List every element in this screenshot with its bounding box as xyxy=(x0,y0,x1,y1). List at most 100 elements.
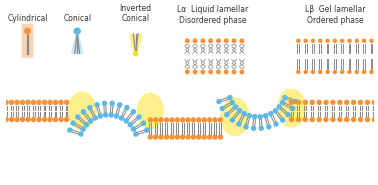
Circle shape xyxy=(273,108,278,113)
Circle shape xyxy=(169,134,175,140)
Circle shape xyxy=(369,70,374,74)
Circle shape xyxy=(311,70,315,74)
Circle shape xyxy=(102,101,107,106)
Circle shape xyxy=(207,134,212,140)
Circle shape xyxy=(124,105,130,110)
Circle shape xyxy=(36,100,42,105)
Circle shape xyxy=(14,100,20,105)
Circle shape xyxy=(9,117,14,122)
Circle shape xyxy=(3,100,9,105)
Circle shape xyxy=(73,27,81,35)
Circle shape xyxy=(232,38,237,43)
Circle shape xyxy=(311,39,315,43)
Circle shape xyxy=(207,117,212,123)
Circle shape xyxy=(323,100,329,105)
Circle shape xyxy=(31,100,36,105)
Circle shape xyxy=(280,117,285,123)
Circle shape xyxy=(47,117,53,122)
Circle shape xyxy=(70,120,76,126)
Circle shape xyxy=(303,117,308,122)
Circle shape xyxy=(246,113,252,118)
Circle shape xyxy=(351,117,356,122)
Circle shape xyxy=(251,126,256,131)
Circle shape xyxy=(180,117,185,123)
Circle shape xyxy=(372,100,377,105)
Circle shape xyxy=(131,126,136,132)
Circle shape xyxy=(141,120,146,126)
Circle shape xyxy=(20,100,25,105)
Circle shape xyxy=(193,70,198,74)
Circle shape xyxy=(58,100,64,105)
Circle shape xyxy=(243,124,249,130)
Circle shape xyxy=(42,117,47,122)
Ellipse shape xyxy=(277,89,306,127)
Circle shape xyxy=(81,126,86,132)
Circle shape xyxy=(227,95,233,100)
Text: Lβ  Gel lamellar
Ordered phase: Lβ Gel lamellar Ordered phase xyxy=(305,5,366,25)
Circle shape xyxy=(216,38,221,43)
Circle shape xyxy=(224,38,229,43)
FancyBboxPatch shape xyxy=(22,24,33,58)
Circle shape xyxy=(169,117,175,123)
Circle shape xyxy=(84,122,89,127)
Polygon shape xyxy=(71,34,84,53)
Circle shape xyxy=(290,106,295,111)
Circle shape xyxy=(196,134,201,140)
Circle shape xyxy=(53,117,58,122)
Circle shape xyxy=(316,100,322,105)
Circle shape xyxy=(201,134,207,140)
Circle shape xyxy=(103,112,108,118)
Circle shape xyxy=(185,38,190,43)
Circle shape xyxy=(20,117,25,122)
Circle shape xyxy=(239,38,244,43)
Text: Inverted
Conical: Inverted Conical xyxy=(119,4,152,23)
Circle shape xyxy=(325,39,330,43)
Circle shape xyxy=(124,118,129,124)
Ellipse shape xyxy=(220,97,249,136)
Circle shape xyxy=(318,70,322,74)
Circle shape xyxy=(216,70,221,74)
Circle shape xyxy=(273,121,279,127)
Circle shape xyxy=(340,39,344,43)
Circle shape xyxy=(242,111,247,116)
Circle shape xyxy=(216,99,222,104)
Circle shape xyxy=(75,114,81,120)
Circle shape xyxy=(362,70,366,74)
Circle shape xyxy=(237,108,242,113)
Circle shape xyxy=(266,124,271,130)
Circle shape xyxy=(164,134,169,140)
Circle shape xyxy=(147,117,153,123)
Circle shape xyxy=(224,112,229,117)
Circle shape xyxy=(257,114,263,119)
Circle shape xyxy=(252,114,257,119)
Circle shape xyxy=(318,39,322,43)
Circle shape xyxy=(117,102,122,107)
Circle shape xyxy=(201,117,207,123)
Circle shape xyxy=(64,100,69,105)
Circle shape xyxy=(325,70,330,74)
Circle shape xyxy=(208,38,213,43)
Circle shape xyxy=(232,70,237,74)
Circle shape xyxy=(53,100,58,105)
Circle shape xyxy=(36,117,42,122)
Circle shape xyxy=(175,117,180,123)
Circle shape xyxy=(340,70,344,74)
Circle shape xyxy=(108,112,114,118)
Circle shape xyxy=(24,28,31,34)
Circle shape xyxy=(9,100,14,105)
Circle shape xyxy=(372,117,377,122)
Polygon shape xyxy=(129,34,143,54)
Circle shape xyxy=(175,134,180,140)
Circle shape xyxy=(365,100,370,105)
Circle shape xyxy=(191,134,196,140)
Circle shape xyxy=(337,100,342,105)
Circle shape xyxy=(153,117,158,123)
Circle shape xyxy=(333,39,337,43)
Circle shape xyxy=(200,38,205,43)
Circle shape xyxy=(263,113,268,118)
Circle shape xyxy=(127,122,133,127)
Circle shape xyxy=(133,131,139,137)
Circle shape xyxy=(185,134,191,140)
Circle shape xyxy=(369,39,374,43)
Circle shape xyxy=(285,112,291,117)
